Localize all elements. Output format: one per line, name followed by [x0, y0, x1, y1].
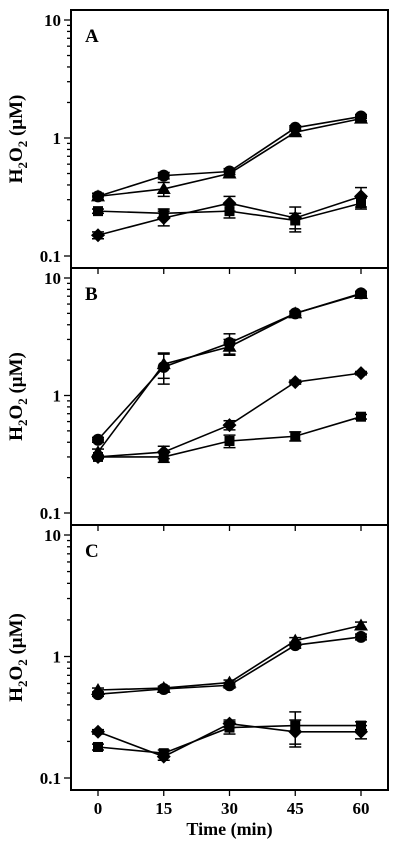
data-point: [93, 451, 103, 462]
series-line: [97, 292, 362, 441]
data-point: [93, 206, 103, 217]
data-point: [354, 111, 368, 124]
series-circle: [92, 630, 367, 701]
panel-label: A: [85, 26, 99, 47]
series-diamond: [91, 716, 368, 764]
y-tick-label: 10: [44, 526, 61, 545]
plot-frame: [70, 524, 389, 791]
data-point: [288, 306, 303, 319]
x-tick-label: 15: [155, 799, 172, 818]
data-point: [91, 189, 105, 202]
y-tick-label: 1: [53, 648, 62, 667]
y-axis-label: H2O2 (μM): [6, 352, 30, 441]
data-point: [223, 679, 236, 692]
data-point: [354, 366, 368, 381]
series-square: [92, 411, 367, 464]
data-point: [288, 210, 303, 225]
y-tick-label: 1: [53, 387, 62, 406]
series-line: [97, 115, 362, 198]
panel-label: C: [85, 541, 99, 562]
data-point: [91, 228, 105, 243]
data-point: [222, 418, 237, 433]
panel-label: B: [85, 284, 98, 305]
data-point: [288, 125, 303, 138]
x-tick-label: 60: [353, 799, 370, 818]
data-point: [222, 339, 237, 352]
panel-a: 0.1 1 10 A H2O2 (μM): [6, 9, 389, 274]
data-point: [157, 683, 170, 696]
plot-frame: [70, 267, 389, 526]
y-tick-label: 1: [53, 129, 62, 148]
panel-b: 0.1 1 10 B H2O2 (μM): [6, 267, 389, 531]
data-point: [156, 210, 171, 225]
data-point: [290, 431, 301, 442]
data-point: [354, 287, 368, 300]
data-point: [354, 189, 368, 204]
panel-c: 0.1 1 10 0 15 30 45 60 Time (min) C H2O2 (μM): [6, 524, 389, 840]
data-point: [156, 749, 171, 764]
x-tick-label: 30: [221, 799, 238, 818]
series-triangle: [91, 111, 368, 202]
data-point: [356, 411, 366, 422]
data-point: [222, 716, 237, 731]
y-tick-label: 10: [44, 11, 61, 30]
y-tick-label: 0.1: [40, 504, 61, 523]
y-axis-label: H2O2 (μM): [6, 95, 30, 184]
data-point: [156, 181, 171, 194]
x-tick-label: 45: [287, 799, 304, 818]
series-diamond: [91, 366, 368, 464]
data-point: [354, 618, 368, 631]
data-point: [222, 166, 237, 179]
y-tick-label: 0.1: [40, 769, 61, 788]
y-tick-label: 0.1: [40, 247, 61, 266]
y-tick-label: 10: [44, 269, 61, 288]
data-point: [158, 451, 169, 462]
data-point: [288, 375, 303, 390]
data-point: [222, 196, 237, 211]
data-point: [156, 357, 171, 370]
data-point: [91, 724, 105, 739]
data-point: [289, 639, 302, 652]
data-point: [354, 724, 368, 739]
x-axis-label: Time (min): [186, 819, 272, 840]
x-tick-label: 0: [94, 799, 103, 818]
data-point: [92, 433, 104, 446]
data-point: [288, 724, 303, 739]
series-diamond: [91, 186, 368, 243]
data-point: [157, 169, 170, 182]
data-point: [93, 741, 103, 752]
data-point: [92, 688, 104, 701]
y-axis-label: H2O2 (μM): [6, 613, 30, 702]
series-circle: [92, 110, 367, 203]
data-point: [355, 630, 367, 643]
data-point: [224, 435, 235, 446]
